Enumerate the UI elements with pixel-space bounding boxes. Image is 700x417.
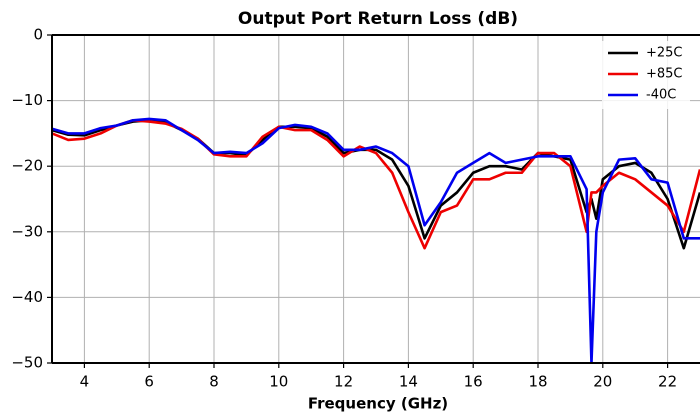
series-line bbox=[52, 118, 700, 250]
x-tick-label: 6 bbox=[144, 373, 154, 391]
chart-title: Output Port Return Loss (dB) bbox=[238, 9, 518, 29]
x-tick-label: 12 bbox=[334, 373, 353, 391]
y-tick-label: −20 bbox=[11, 157, 43, 175]
x-tick-label: 4 bbox=[80, 373, 90, 391]
y-tick-label: −10 bbox=[11, 91, 43, 109]
y-tick-label: 0 bbox=[33, 26, 43, 44]
x-tick-label: 14 bbox=[399, 373, 418, 391]
x-tick-label: 8 bbox=[209, 373, 219, 391]
x-tick-label: 20 bbox=[593, 373, 612, 391]
y-tick-label: −40 bbox=[11, 288, 43, 306]
series-line bbox=[52, 118, 700, 250]
legend-label: -40C bbox=[646, 88, 676, 103]
x-tick-label: 18 bbox=[528, 373, 547, 391]
y-tick-label: −30 bbox=[11, 222, 43, 240]
x-axis-label: Frequency (GHz) bbox=[308, 395, 448, 413]
x-tick-label: 10 bbox=[269, 373, 288, 391]
series-line bbox=[52, 117, 700, 363]
legend-label: +25C bbox=[646, 46, 683, 61]
y-tick-label: −50 bbox=[11, 354, 43, 372]
legend-label: +85C bbox=[646, 67, 683, 82]
x-tick-label: 22 bbox=[658, 373, 677, 391]
plot-area bbox=[52, 117, 700, 363]
x-tick-label: 16 bbox=[464, 373, 483, 391]
